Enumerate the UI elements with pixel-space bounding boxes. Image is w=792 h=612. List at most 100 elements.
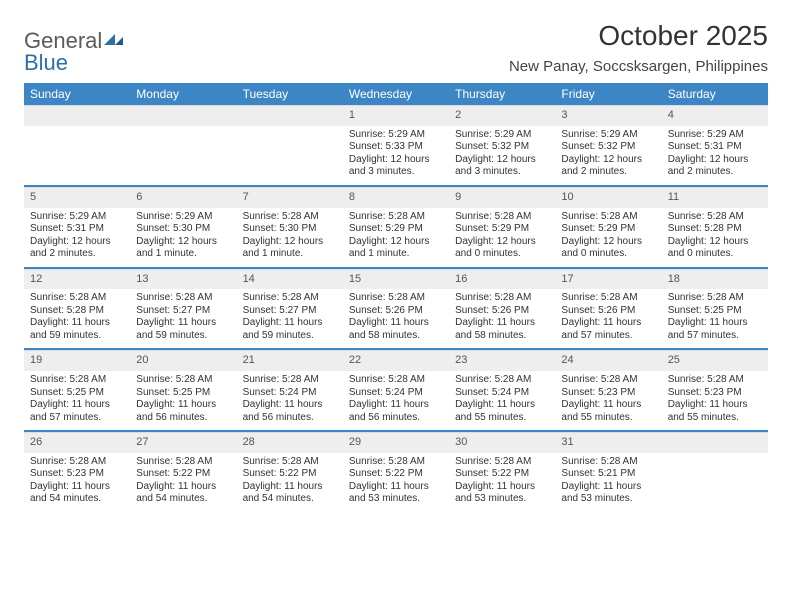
sunset-line: Sunset: 5:24 PM: [349, 387, 443, 400]
daylight-line: Daylight: 11 hours and 55 minutes.: [561, 399, 655, 424]
day-body: Sunrise: 5:28 AMSunset: 5:29 PMDaylight:…: [449, 208, 555, 267]
sunrise-line: Sunrise: 5:28 AM: [668, 374, 762, 387]
weeks-container: 1Sunrise: 5:29 AMSunset: 5:33 PMDaylight…: [24, 105, 768, 512]
sunset-line: Sunset: 5:26 PM: [561, 305, 655, 318]
day-number: 4: [662, 105, 768, 126]
daylight-line: Daylight: 11 hours and 54 minutes.: [136, 481, 230, 506]
daylight-line: Daylight: 11 hours and 53 minutes.: [561, 481, 655, 506]
day-cell: 30Sunrise: 5:28 AMSunset: 5:22 PMDayligh…: [449, 432, 555, 512]
sunrise-line: Sunrise: 5:28 AM: [561, 374, 655, 387]
day-body: Sunrise: 5:29 AMSunset: 5:31 PMDaylight:…: [24, 208, 130, 267]
day-number: 7: [237, 187, 343, 208]
day-number: 14: [237, 269, 343, 290]
day-body: Sunrise: 5:28 AMSunset: 5:24 PMDaylight:…: [343, 371, 449, 430]
week-row: 12Sunrise: 5:28 AMSunset: 5:28 PMDayligh…: [24, 269, 768, 349]
sunrise-line: Sunrise: 5:28 AM: [136, 456, 230, 469]
sunrise-line: Sunrise: 5:28 AM: [561, 211, 655, 224]
daylight-line: Daylight: 11 hours and 55 minutes.: [455, 399, 549, 424]
sunrise-line: Sunrise: 5:28 AM: [455, 456, 549, 469]
day-cell: 22Sunrise: 5:28 AMSunset: 5:24 PMDayligh…: [343, 350, 449, 430]
day-body: Sunrise: 5:28 AMSunset: 5:28 PMDaylight:…: [662, 208, 768, 267]
daylight-line: Daylight: 12 hours and 3 minutes.: [455, 154, 549, 179]
sunset-line: Sunset: 5:26 PM: [455, 305, 549, 318]
sunset-line: Sunset: 5:21 PM: [561, 468, 655, 481]
sunrise-line: Sunrise: 5:28 AM: [30, 374, 124, 387]
day-cell: 5Sunrise: 5:29 AMSunset: 5:31 PMDaylight…: [24, 187, 130, 267]
daylight-line: Daylight: 11 hours and 59 minutes.: [136, 317, 230, 342]
sunset-line: Sunset: 5:22 PM: [243, 468, 337, 481]
sunset-line: Sunset: 5:28 PM: [30, 305, 124, 318]
day-cell: [237, 105, 343, 185]
sunset-line: Sunset: 5:27 PM: [136, 305, 230, 318]
sunrise-line: Sunrise: 5:28 AM: [455, 374, 549, 387]
day-body: Sunrise: 5:28 AMSunset: 5:23 PMDaylight:…: [24, 453, 130, 512]
day-number: 16: [449, 269, 555, 290]
sunset-line: Sunset: 5:22 PM: [136, 468, 230, 481]
day-body: [24, 126, 130, 176]
day-body: Sunrise: 5:28 AMSunset: 5:29 PMDaylight:…: [343, 208, 449, 267]
day-cell: 25Sunrise: 5:28 AMSunset: 5:23 PMDayligh…: [662, 350, 768, 430]
day-number: 18: [662, 269, 768, 290]
day-cell: 1Sunrise: 5:29 AMSunset: 5:33 PMDaylight…: [343, 105, 449, 185]
sunset-line: Sunset: 5:22 PM: [349, 468, 443, 481]
daylight-line: Daylight: 12 hours and 2 minutes.: [30, 236, 124, 261]
day-number: 20: [130, 350, 236, 371]
daylight-line: Daylight: 11 hours and 56 minutes.: [136, 399, 230, 424]
day-body: Sunrise: 5:28 AMSunset: 5:22 PMDaylight:…: [130, 453, 236, 512]
sunrise-line: Sunrise: 5:28 AM: [668, 292, 762, 305]
day-body: Sunrise: 5:28 AMSunset: 5:23 PMDaylight:…: [662, 371, 768, 430]
sunset-line: Sunset: 5:25 PM: [136, 387, 230, 400]
day-cell: 29Sunrise: 5:28 AMSunset: 5:22 PMDayligh…: [343, 432, 449, 512]
day-body: Sunrise: 5:28 AMSunset: 5:21 PMDaylight:…: [555, 453, 661, 512]
sunset-line: Sunset: 5:28 PM: [668, 223, 762, 236]
day-cell: 20Sunrise: 5:28 AMSunset: 5:25 PMDayligh…: [130, 350, 236, 430]
sunrise-line: Sunrise: 5:28 AM: [30, 456, 124, 469]
dow-cell: Thursday: [449, 83, 555, 105]
week-row: 19Sunrise: 5:28 AMSunset: 5:25 PMDayligh…: [24, 350, 768, 430]
sunrise-line: Sunrise: 5:28 AM: [455, 292, 549, 305]
day-body: Sunrise: 5:28 AMSunset: 5:25 PMDaylight:…: [24, 371, 130, 430]
dow-cell: Monday: [130, 83, 236, 105]
sunset-line: Sunset: 5:29 PM: [561, 223, 655, 236]
day-body: Sunrise: 5:28 AMSunset: 5:27 PMDaylight:…: [237, 289, 343, 348]
day-cell: 10Sunrise: 5:28 AMSunset: 5:29 PMDayligh…: [555, 187, 661, 267]
dow-cell: Friday: [555, 83, 661, 105]
daylight-line: Daylight: 11 hours and 54 minutes.: [243, 481, 337, 506]
day-body: Sunrise: 5:28 AMSunset: 5:27 PMDaylight:…: [130, 289, 236, 348]
day-cell: 16Sunrise: 5:28 AMSunset: 5:26 PMDayligh…: [449, 269, 555, 349]
day-body: [130, 126, 236, 176]
daylight-line: Daylight: 12 hours and 0 minutes.: [561, 236, 655, 261]
day-cell: 17Sunrise: 5:28 AMSunset: 5:26 PMDayligh…: [555, 269, 661, 349]
sunrise-line: Sunrise: 5:28 AM: [349, 374, 443, 387]
daylight-line: Daylight: 11 hours and 55 minutes.: [668, 399, 762, 424]
day-cell: 6Sunrise: 5:29 AMSunset: 5:30 PMDaylight…: [130, 187, 236, 267]
sunrise-line: Sunrise: 5:28 AM: [349, 292, 443, 305]
logo-text-blue: Blue: [24, 50, 68, 75]
sunset-line: Sunset: 5:29 PM: [455, 223, 549, 236]
day-body: Sunrise: 5:28 AMSunset: 5:23 PMDaylight:…: [555, 371, 661, 430]
day-cell: 18Sunrise: 5:28 AMSunset: 5:25 PMDayligh…: [662, 269, 768, 349]
sunrise-line: Sunrise: 5:29 AM: [30, 211, 124, 224]
sunrise-line: Sunrise: 5:29 AM: [136, 211, 230, 224]
sunset-line: Sunset: 5:31 PM: [668, 141, 762, 154]
sunset-line: Sunset: 5:32 PM: [561, 141, 655, 154]
day-cell: 11Sunrise: 5:28 AMSunset: 5:28 PMDayligh…: [662, 187, 768, 267]
daylight-line: Daylight: 11 hours and 54 minutes.: [30, 481, 124, 506]
sunset-line: Sunset: 5:24 PM: [455, 387, 549, 400]
day-number: 5: [24, 187, 130, 208]
sunrise-line: Sunrise: 5:29 AM: [668, 129, 762, 142]
sunset-line: Sunset: 5:23 PM: [30, 468, 124, 481]
week-row: 1Sunrise: 5:29 AMSunset: 5:33 PMDaylight…: [24, 105, 768, 185]
day-cell: 26Sunrise: 5:28 AMSunset: 5:23 PMDayligh…: [24, 432, 130, 512]
sunset-line: Sunset: 5:23 PM: [668, 387, 762, 400]
day-number: 30: [449, 432, 555, 453]
day-number: 15: [343, 269, 449, 290]
day-body: Sunrise: 5:28 AMSunset: 5:28 PMDaylight:…: [24, 289, 130, 348]
daylight-line: Daylight: 11 hours and 59 minutes.: [30, 317, 124, 342]
daylight-line: Daylight: 12 hours and 1 minute.: [136, 236, 230, 261]
day-number: 22: [343, 350, 449, 371]
day-body: Sunrise: 5:29 AMSunset: 5:30 PMDaylight:…: [130, 208, 236, 267]
daylight-line: Daylight: 12 hours and 2 minutes.: [668, 154, 762, 179]
sunrise-line: Sunrise: 5:28 AM: [30, 292, 124, 305]
day-number: 1: [343, 105, 449, 126]
